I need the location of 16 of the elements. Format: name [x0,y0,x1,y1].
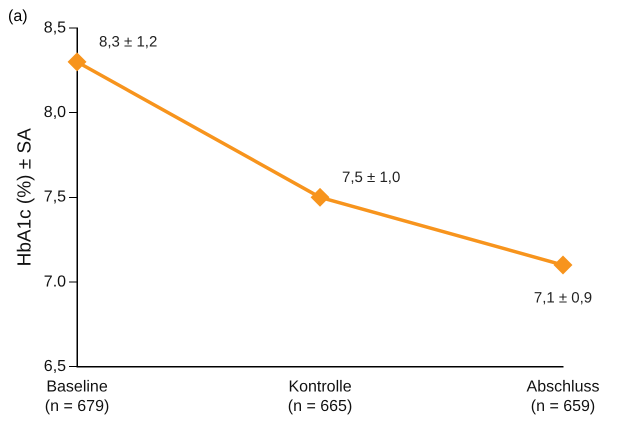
x-tick-label: Kontrolle (n = 665) [288,378,352,415]
point [554,256,572,274]
point [311,188,329,206]
y-tick-label: 6,5 [44,358,66,376]
text: (a) [8,8,28,26]
data-label: 7,1 ± 0,9 [534,290,592,307]
y-axis-title: HbA1c (%) ± SA [14,128,36,266]
y-tick-label: 8,0 [44,104,66,122]
data-label: 7,5 ± 1,0 [342,168,400,186]
y-tick-label: 8,5 [44,19,66,36]
y-tick-label: 7,5 [44,188,66,206]
data-label: 8,3 ± 1,2 [99,34,158,50]
x-tick-label: Abschluss (n = 659) [526,378,600,415]
y-tick-label: 7.0 [44,273,66,290]
point [68,53,86,71]
x-tick-label: Baseline (n = 679) [44,378,110,415]
